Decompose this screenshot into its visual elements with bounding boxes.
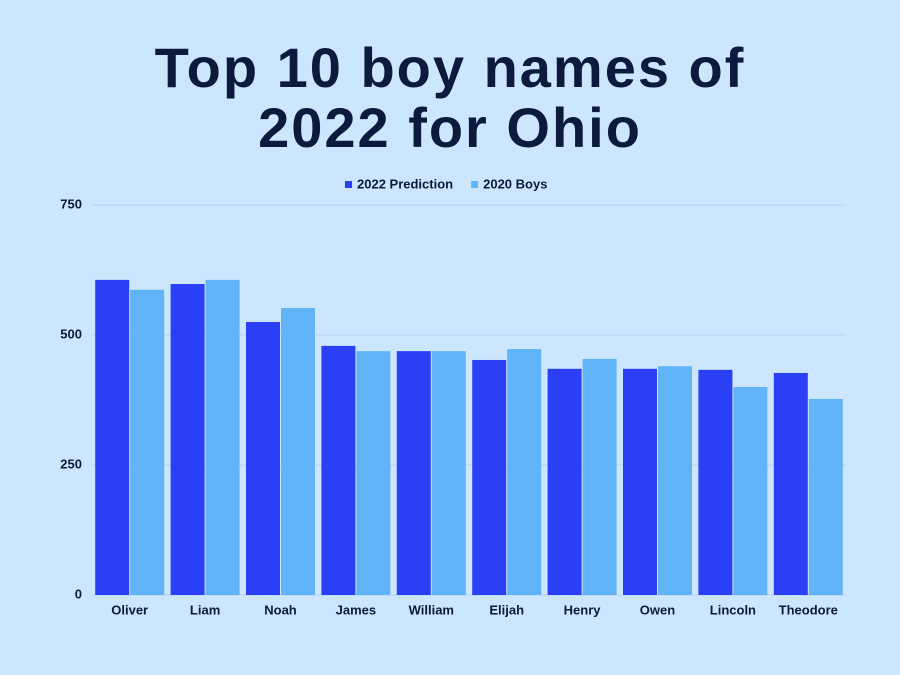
bar [547,368,582,595]
legend-label: 2020 Boys [483,176,547,191]
bar [698,369,733,595]
bar [321,345,356,595]
x-tick-label: Liam [190,602,220,617]
bar [808,398,843,595]
y-tick-label: 0 [75,586,82,601]
y-tick-label: 500 [60,326,82,341]
x-tick-label: Noah [264,602,297,617]
x-tick-label: Theodore [779,602,838,617]
bar [246,322,280,595]
x-tick-label: Oliver [111,602,148,617]
y-tick-label: 750 [60,196,82,211]
legend-swatch [471,181,479,188]
bar [472,359,507,595]
bar [396,351,431,595]
x-tick-label: William [409,602,454,617]
bar [205,279,240,595]
bar [95,279,130,595]
bar [170,284,205,595]
chart-title: Top 10 boy names of 2022 for Ohio [154,36,746,159]
y-tick-label: 250 [60,456,82,471]
bar [356,351,391,595]
bar [130,289,165,595]
x-tick-label: Owen [640,602,675,617]
x-tick-label: James [336,602,376,617]
bar [733,387,768,595]
bar [431,351,466,595]
bar [773,372,808,595]
bar [507,349,542,595]
x-tick-label: Elijah [489,602,524,617]
bar [658,366,692,595]
bar [281,307,315,595]
x-tick-label: Henry [564,602,602,617]
legend-swatch [345,181,352,188]
x-tick-label: Lincoln [710,602,756,617]
bar [623,368,657,595]
legend-label: 2022 Prediction [357,176,453,191]
bar [582,358,617,595]
